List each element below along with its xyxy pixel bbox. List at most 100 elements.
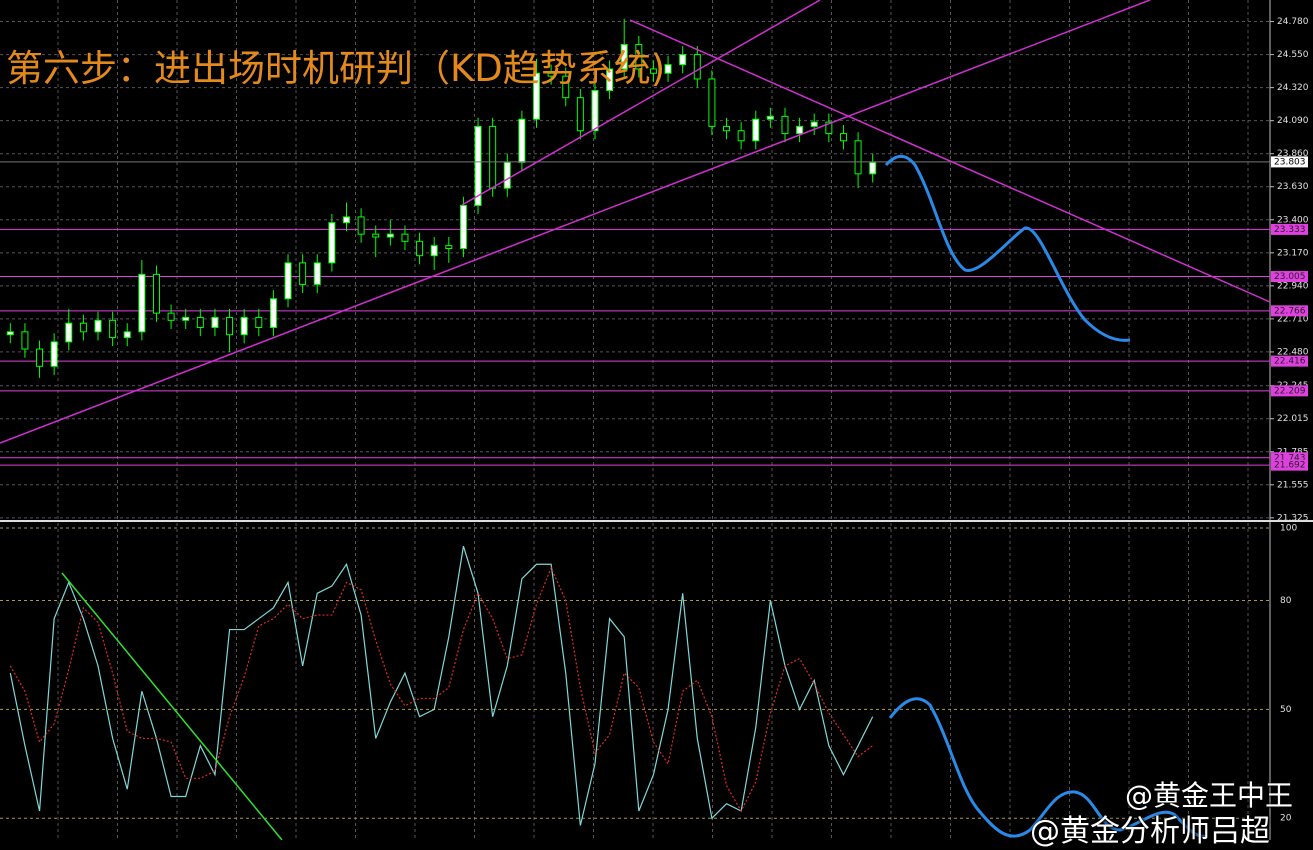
candle-body — [503, 161, 511, 189]
level-label-bg — [1271, 223, 1308, 235]
projection-curve — [888, 697, 1206, 838]
y-tick-label: 23.630 — [1277, 182, 1309, 192]
candle-body — [606, 68, 614, 91]
y-tick-label: 23.860 — [1277, 149, 1309, 159]
projection-curve — [884, 154, 1131, 342]
y-tick-label: 23.400 — [1277, 215, 1309, 225]
y-tick-label: 20 — [1280, 814, 1292, 824]
y-tick-label: 50 — [1280, 705, 1292, 715]
candle-body — [269, 298, 277, 329]
y-tick-label: 100 — [1280, 524, 1297, 534]
y-tick-label: 24.780 — [1277, 17, 1309, 27]
candle-body — [94, 319, 102, 333]
watermark: @黄金王中王 — [1125, 779, 1294, 812]
candle-body — [36, 348, 44, 367]
candle-body — [796, 125, 804, 135]
level-label-bg — [1271, 459, 1308, 471]
candle-body — [357, 216, 365, 235]
y-tick-label: 24.090 — [1277, 116, 1309, 126]
candle-body — [328, 222, 336, 264]
candle-body — [255, 316, 263, 329]
trend-lines — [0, 0, 1271, 444]
candle-body — [591, 89, 599, 132]
candle-body — [547, 72, 555, 77]
candle-body — [489, 125, 497, 189]
level-label: 21.692 — [1274, 461, 1306, 471]
level-label-bg — [1271, 355, 1308, 367]
candle-body — [416, 240, 424, 257]
candle-body — [342, 216, 350, 224]
last-price-label: 23.803 — [1274, 157, 1306, 167]
level-label-bg — [1271, 271, 1308, 283]
y-tick-label: 24.550 — [1277, 50, 1309, 60]
candle-body — [576, 97, 584, 132]
candle-body — [167, 312, 175, 321]
candle-body — [152, 273, 160, 314]
y-tick-label: 22.480 — [1277, 347, 1309, 357]
series-line — [9, 545, 874, 826]
candle-body — [386, 233, 394, 238]
candle-body — [79, 322, 87, 333]
candle-body — [372, 233, 380, 238]
series-line — [9, 566, 874, 813]
candle-body — [50, 341, 58, 367]
y-tick-label: 21.325 — [1277, 513, 1309, 523]
level-label: 23.333 — [1274, 225, 1306, 235]
candle-body — [562, 75, 570, 99]
candle-body — [123, 331, 131, 339]
candle-body — [635, 44, 643, 70]
trend-line — [629, 19, 1271, 303]
candle-body — [430, 245, 438, 257]
candle-body — [708, 78, 716, 127]
price-panel: 24.780 24.550 24.320 24.090 23.860 23.630 23.4… — [0, 17, 1309, 523]
candle-body — [854, 140, 862, 175]
candle-body — [825, 121, 833, 135]
y-tick-label: 24.320 — [1277, 83, 1309, 93]
candle-body — [299, 262, 307, 285]
candle-body — [459, 204, 467, 250]
candle-body — [109, 319, 117, 339]
trend-line — [461, 0, 821, 206]
y-tick-label: 22.940 — [1277, 281, 1309, 291]
candle-body — [679, 54, 687, 66]
candle-body — [664, 64, 672, 74]
candle-body — [869, 161, 877, 175]
candle-body — [138, 273, 146, 333]
watermark: @黄金分析师吕超 — [1030, 814, 1270, 849]
y-tick-label: 21.555 — [1277, 480, 1309, 490]
level-label: 21.743 — [1274, 453, 1306, 463]
candle-body — [737, 130, 745, 142]
candle-body — [313, 262, 321, 285]
last-price-bg — [1271, 156, 1308, 168]
candle-body — [518, 118, 526, 163]
level-label: 22.416 — [1274, 357, 1306, 367]
candle-body — [474, 125, 482, 206]
level-label-bg — [1271, 452, 1308, 464]
chart-title: 第六步：进出场时机研判（KD趋势系统) — [6, 47, 666, 90]
candle-body — [620, 44, 628, 70]
candle-body — [196, 316, 204, 329]
oscillator-panel: 100 80 50 20 — [0, 524, 1297, 826]
candle-body — [182, 316, 190, 321]
candle-body — [781, 115, 789, 135]
level-label: 23.005 — [1274, 272, 1306, 282]
y-tick-label: 80 — [1280, 596, 1292, 606]
candle-body — [445, 245, 453, 250]
vertical-grid — [57, 0, 1249, 840]
level-label: 22.766 — [1274, 306, 1306, 316]
y-tick-label: 23.170 — [1277, 248, 1309, 258]
candle-body — [533, 72, 541, 120]
candle-body — [693, 54, 701, 80]
candle-body — [766, 115, 774, 120]
candle-body — [839, 133, 847, 142]
level-label-bg — [1271, 305, 1308, 317]
candle-body — [649, 68, 657, 74]
level-label: 22.209 — [1274, 386, 1306, 396]
candle-body — [211, 316, 219, 329]
level-label-bg — [1271, 385, 1308, 397]
trend-line — [0, 0, 1151, 444]
y-tick-label: 22.710 — [1277, 314, 1309, 324]
